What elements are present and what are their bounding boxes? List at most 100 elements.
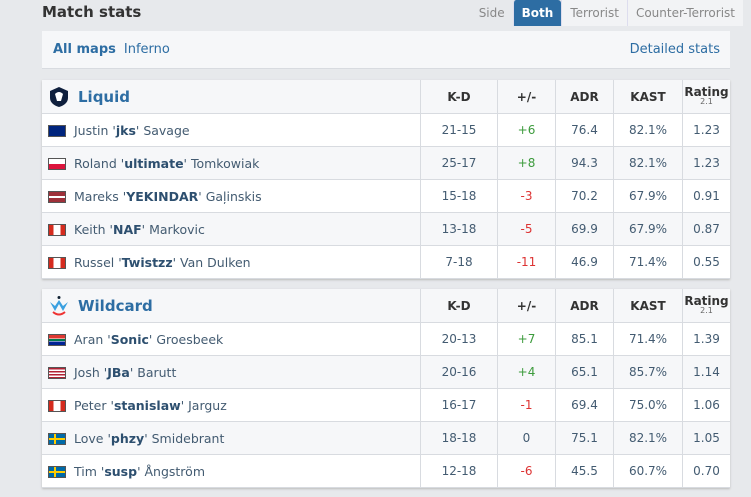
player-nick: jks (115, 122, 136, 138)
kd-value: 20-13 (420, 322, 498, 356)
flag-poland-icon (48, 157, 66, 170)
table-row: Russel 'Twistzz' Van Dulken 7-18 -11 46.… (42, 245, 730, 279)
player-first: Keith (74, 221, 106, 237)
player-nick: Sonic (110, 331, 149, 347)
player-cell[interactable]: Tim 'susp' Ångström (42, 454, 421, 488)
kd-value: 16-17 (420, 388, 498, 422)
player-nick: phzy (110, 430, 145, 446)
side-terrorist-button[interactable]: Terrorist (561, 0, 627, 26)
rating-value: 0.87 (682, 212, 730, 246)
player-cell[interactable]: Roland 'ultimate' Tomkowiak (42, 146, 421, 180)
plusminus-value: -11 (497, 245, 556, 279)
rating-value: 1.05 (682, 421, 730, 455)
table-row: Love 'phzy' Smidebrant 18-18 0 75.1 82.1… (42, 421, 730, 455)
adr-value: 76.4 (555, 113, 614, 147)
adr-value: 70.2 (555, 179, 614, 213)
map-all-maps[interactable]: All maps (53, 42, 116, 57)
side-both-button[interactable]: Both (512, 0, 562, 26)
adr-value: 69.9 (555, 212, 614, 246)
player-cell[interactable]: Love 'phzy' Smidebrant (42, 421, 421, 455)
player-nick: JBa (107, 364, 130, 380)
side-selector: Side Both Terrorist Counter-Terrorist (471, 0, 743, 26)
player-last: Barutt (137, 364, 177, 380)
player-last: Tomkowiak (190, 155, 260, 171)
player-last: Groesbeek (156, 331, 224, 347)
plusminus-value: -3 (497, 179, 556, 213)
player-nick: YEKINDAR (126, 188, 199, 204)
team-table-liquid: Liquid K-D +/- ADR KAST Rating 2.1 Justin… (42, 80, 730, 279)
flag-sweden-icon (48, 432, 66, 445)
col-kast: KAST (613, 289, 683, 323)
rating-value: 0.91 (682, 179, 730, 213)
player-last: Smidebrant (151, 430, 225, 446)
player-cell[interactable]: Peter 'stanislaw' Jarguz (42, 388, 421, 422)
flag-canada-icon (48, 399, 66, 412)
table-row: Peter 'stanislaw' Jarguz 16-17 -1 69.4 7… (42, 388, 730, 422)
rating-value: 1.23 (682, 113, 730, 147)
adr-value: 94.3 (555, 146, 614, 180)
adr-value: 46.9 (555, 245, 614, 279)
kast-value: 75.0% (613, 388, 683, 422)
rating-label: Rating (684, 293, 729, 308)
col-rating: Rating 2.1 (682, 80, 730, 114)
kast-value: 85.7% (613, 355, 683, 389)
table-row: Aran 'Sonic' Groesbeek 20-13 +7 85.1 71.… (42, 322, 730, 356)
player-nick: ultimate (124, 155, 184, 171)
col-adr: ADR (555, 289, 614, 323)
table-row: Mareks 'YEKINDAR' Gaļinskis 15-18 -3 70.… (42, 179, 730, 213)
col-rating: Rating 2.1 (682, 289, 730, 323)
team-header: Liquid (42, 80, 421, 114)
flag-sweden-icon (48, 465, 66, 478)
player-nick: stanislaw (113, 397, 181, 413)
player-first: Mareks (74, 188, 119, 204)
player-last: Markovic (149, 221, 205, 237)
flag-south-africa-icon (48, 333, 66, 346)
plusminus-value: -5 (497, 212, 556, 246)
col-plusminus: +/- (497, 80, 556, 114)
rating-value: 0.55 (682, 245, 730, 279)
col-plusminus: +/- (497, 289, 556, 323)
player-first: Roland (74, 155, 117, 171)
table-row: Keith 'NAF' Markovic 13-18 -5 69.9 67.9%… (42, 212, 730, 246)
team-header: Wildcard (42, 289, 421, 323)
player-last: Jarguz (188, 397, 227, 413)
player-cell[interactable]: Aran 'Sonic' Groesbeek (42, 322, 421, 356)
side-ct-button[interactable]: Counter-Terrorist (626, 0, 743, 26)
kast-value: 67.9% (613, 179, 683, 213)
team-table-wildcard: Wildcard K-D +/- ADR KAST Rating 2.1 Aran… (42, 289, 730, 488)
player-nick: NAF (112, 221, 142, 237)
kast-value: 67.9% (613, 212, 683, 246)
rating-label: Rating (684, 84, 729, 99)
team-name[interactable]: Liquid (78, 87, 130, 106)
kast-value: 60.7% (613, 454, 683, 488)
player-cell[interactable]: Justin 'jks' Savage (42, 113, 421, 147)
team-name[interactable]: Wildcard (78, 296, 153, 315)
rating-value: 1.06 (682, 388, 730, 422)
col-kd: K-D (420, 80, 498, 114)
player-nick: Twistzz (121, 254, 173, 270)
player-last: Savage (143, 122, 190, 138)
player-cell[interactable]: Mareks 'YEKINDAR' Gaļinskis (42, 179, 421, 213)
flag-canada-icon (48, 256, 66, 269)
rating-version: 2.1 (700, 96, 713, 106)
table-row: Roland 'ultimate' Tomkowiak 25-17 +8 94.… (42, 146, 730, 180)
col-adr: ADR (555, 80, 614, 114)
plusminus-value: +7 (497, 322, 556, 356)
flag-latvia-icon (48, 190, 66, 203)
plusminus-value: 0 (497, 421, 556, 455)
map-inferno[interactable]: Inferno (123, 42, 170, 57)
player-cell[interactable]: Keith 'NAF' Markovic (42, 212, 421, 246)
rating-value: 1.39 (682, 322, 730, 356)
kast-value: 82.1% (613, 113, 683, 147)
player-first: Josh (74, 364, 100, 380)
plusminus-value: -6 (497, 454, 556, 488)
rating-value: 1.23 (682, 146, 730, 180)
player-last: Ångström (144, 463, 205, 479)
player-cell[interactable]: Russel 'Twistzz' Van Dulken (42, 245, 421, 279)
adr-value: 69.4 (555, 388, 614, 422)
kd-value: 13-18 (420, 212, 498, 246)
player-last: Gaļinskis (205, 188, 262, 204)
detailed-stats-link[interactable]: Detailed stats (629, 42, 720, 57)
player-cell[interactable]: Josh 'JBa' Barutt (42, 355, 421, 389)
kast-value: 82.1% (613, 146, 683, 180)
